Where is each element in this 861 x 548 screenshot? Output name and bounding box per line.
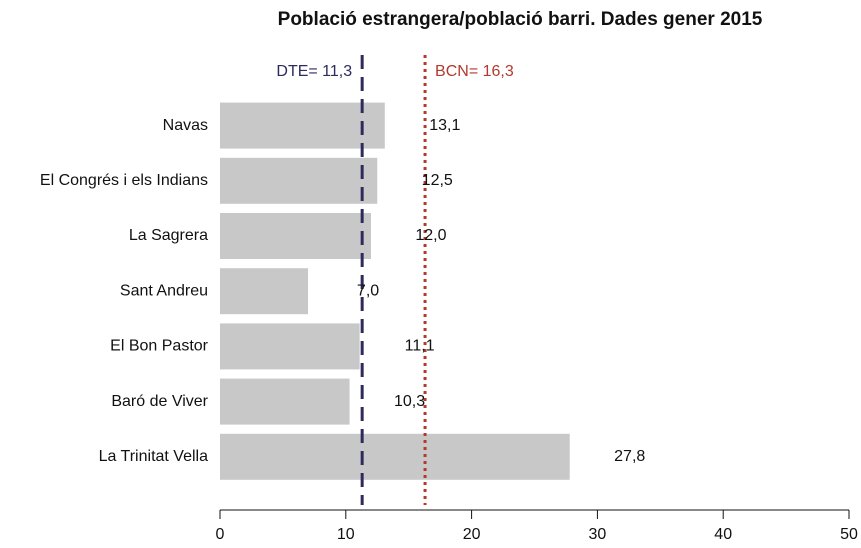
data-label: 12,5 [422,172,453,189]
y-tick-label: La Sagrera [129,227,208,244]
reference-label: BCN= 16,3 [435,63,514,80]
data-label: 13,1 [429,117,460,134]
bar [220,268,309,315]
data-label: 11,1 [405,338,435,355]
x-tick-label: 20 [463,526,481,543]
data-label: 12,0 [415,227,446,244]
reference-label: DTE= 11,3 [276,63,352,80]
bar [220,378,350,425]
y-tick-label: La Trinitat Vella [99,448,209,465]
bar [220,157,378,204]
y-tick-label: Sant Andreu [120,282,208,299]
chart-title: Població estrangera/població barri. Dade… [278,9,763,30]
y-tick-label: El Congrés i els Indians [40,172,208,189]
bar [220,102,385,149]
data-label: 7,0 [357,282,379,299]
x-tick-label: 0 [216,526,225,543]
x-tick-label: 30 [589,526,607,543]
y-tick-label: Navas [163,117,208,134]
data-label: 27,8 [614,448,645,465]
bar [220,213,371,259]
y-tick-label: El Bon Pastor [110,338,209,355]
x-tick-label: 10 [337,526,355,543]
data-label: 10,3 [394,393,425,410]
x-tick-label: 40 [714,526,732,543]
y-tick-label: Baró de Viver [111,393,208,410]
x-tick-label: 50 [840,526,858,543]
bar [220,433,570,480]
bar [220,323,360,370]
